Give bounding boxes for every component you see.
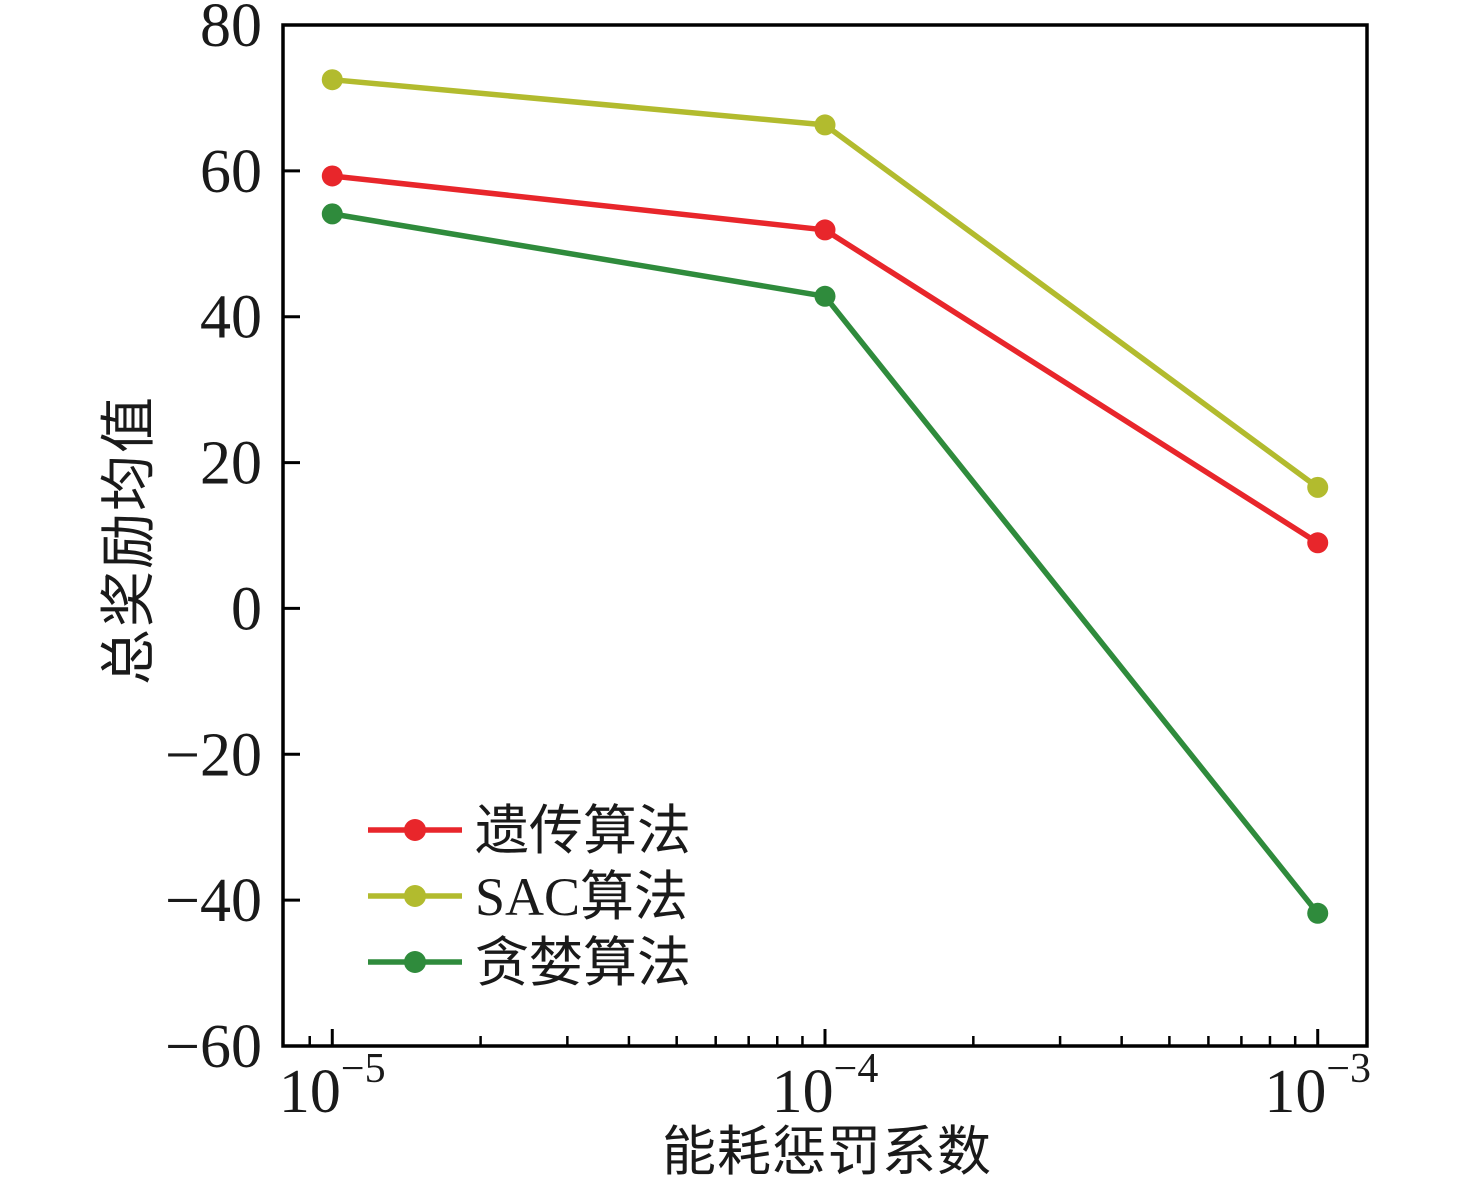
legend-item: 贪婪算法	[368, 933, 691, 993]
series-0	[321, 165, 1329, 554]
data-point-marker	[321, 165, 343, 187]
x-tick-label: 10−3	[1264, 1046, 1371, 1126]
data-point-marker	[321, 69, 343, 91]
y-tick-label: 80	[200, 0, 262, 60]
y-tick-label: 0	[231, 575, 262, 643]
legend-label: 遗传算法	[475, 801, 691, 861]
legend-item: 遗传算法	[368, 801, 691, 861]
y-tick-label: −40	[165, 867, 262, 935]
series-1	[321, 69, 1329, 498]
y-axis-title: 总奖励均值	[99, 395, 161, 685]
data-point-marker	[1307, 902, 1329, 924]
legend-swatch-marker	[404, 885, 426, 907]
legend-label: SAC算法	[475, 867, 688, 927]
data-point-marker	[1307, 476, 1329, 498]
y-axis-ticks: −60 −40 −20 0 20 40 60 80	[165, 0, 300, 1081]
legend-swatch-marker	[404, 951, 426, 973]
x-tick-label: 10−4	[772, 1046, 879, 1126]
y-tick-label: −20	[165, 721, 262, 789]
y-tick-label: 60	[200, 138, 262, 206]
data-point-marker	[814, 114, 836, 136]
y-tick-label: −60	[165, 1013, 262, 1081]
series-line	[332, 76, 1320, 490]
data-point-marker	[814, 219, 836, 241]
x-tick-label: 10−5	[279, 1046, 386, 1126]
x-axis-title: 能耗惩罚系数	[662, 1122, 992, 1182]
data-point-marker	[1307, 532, 1329, 554]
series-2	[321, 203, 1329, 924]
x-axis-ticks: 10−5 10−4 10−3	[279, 1029, 1371, 1126]
plot-frame	[281, 23, 1369, 1048]
legend-swatch-marker	[404, 819, 426, 841]
legend-item: SAC算法	[368, 867, 688, 927]
data-point-marker	[321, 203, 343, 225]
y-tick-label: 40	[200, 284, 262, 352]
y-tick-label: 20	[200, 430, 262, 498]
data-point-marker	[814, 285, 836, 307]
legend-label: 贪婪算法	[475, 933, 691, 993]
